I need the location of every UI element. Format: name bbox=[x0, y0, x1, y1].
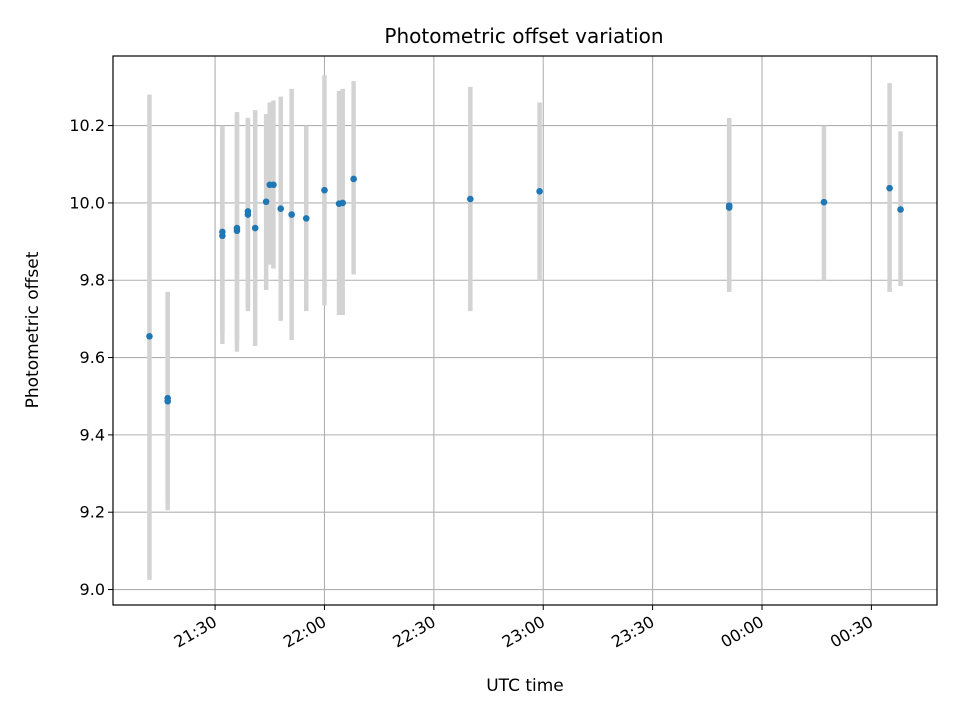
y-tick-label: 10.2 bbox=[69, 116, 105, 135]
y-axis-title: Photometric offset bbox=[23, 251, 43, 408]
data-point bbox=[536, 188, 543, 195]
data-point bbox=[288, 211, 295, 218]
data-point bbox=[820, 198, 828, 206]
data-point bbox=[251, 224, 259, 232]
y-tick-label: 9.0 bbox=[80, 580, 105, 599]
data-points bbox=[146, 175, 904, 405]
chart-title: Photometric offset variation bbox=[384, 24, 663, 48]
y-tick-label: 10.0 bbox=[69, 193, 105, 212]
data-point bbox=[725, 202, 733, 209]
data-point bbox=[467, 195, 474, 203]
data-point bbox=[244, 208, 252, 215]
data-point bbox=[146, 332, 153, 340]
data-point bbox=[277, 205, 285, 213]
data-point bbox=[219, 228, 226, 236]
y-tick-label: 9.2 bbox=[80, 503, 105, 522]
data-point bbox=[233, 224, 241, 232]
data-point bbox=[262, 198, 270, 206]
grid bbox=[113, 56, 937, 605]
data-point bbox=[350, 175, 357, 183]
plot-area-frame bbox=[112, 55, 938, 606]
data-point bbox=[321, 186, 328, 194]
y-axis-ticks: 9.0 9.2 9.4 9.6 9.8 10.0 10.2 bbox=[69, 116, 113, 599]
y-tick-label: 9.6 bbox=[80, 348, 105, 367]
data-point bbox=[897, 206, 904, 213]
x-axis-title: UTC time bbox=[486, 676, 564, 696]
y-tick-label: 9.4 bbox=[80, 425, 105, 444]
y-tick-label: 9.8 bbox=[80, 271, 105, 290]
data-point bbox=[270, 181, 277, 189]
data-point bbox=[339, 199, 346, 207]
data-point bbox=[302, 215, 310, 222]
data-point bbox=[164, 397, 171, 405]
data-point bbox=[886, 184, 893, 192]
